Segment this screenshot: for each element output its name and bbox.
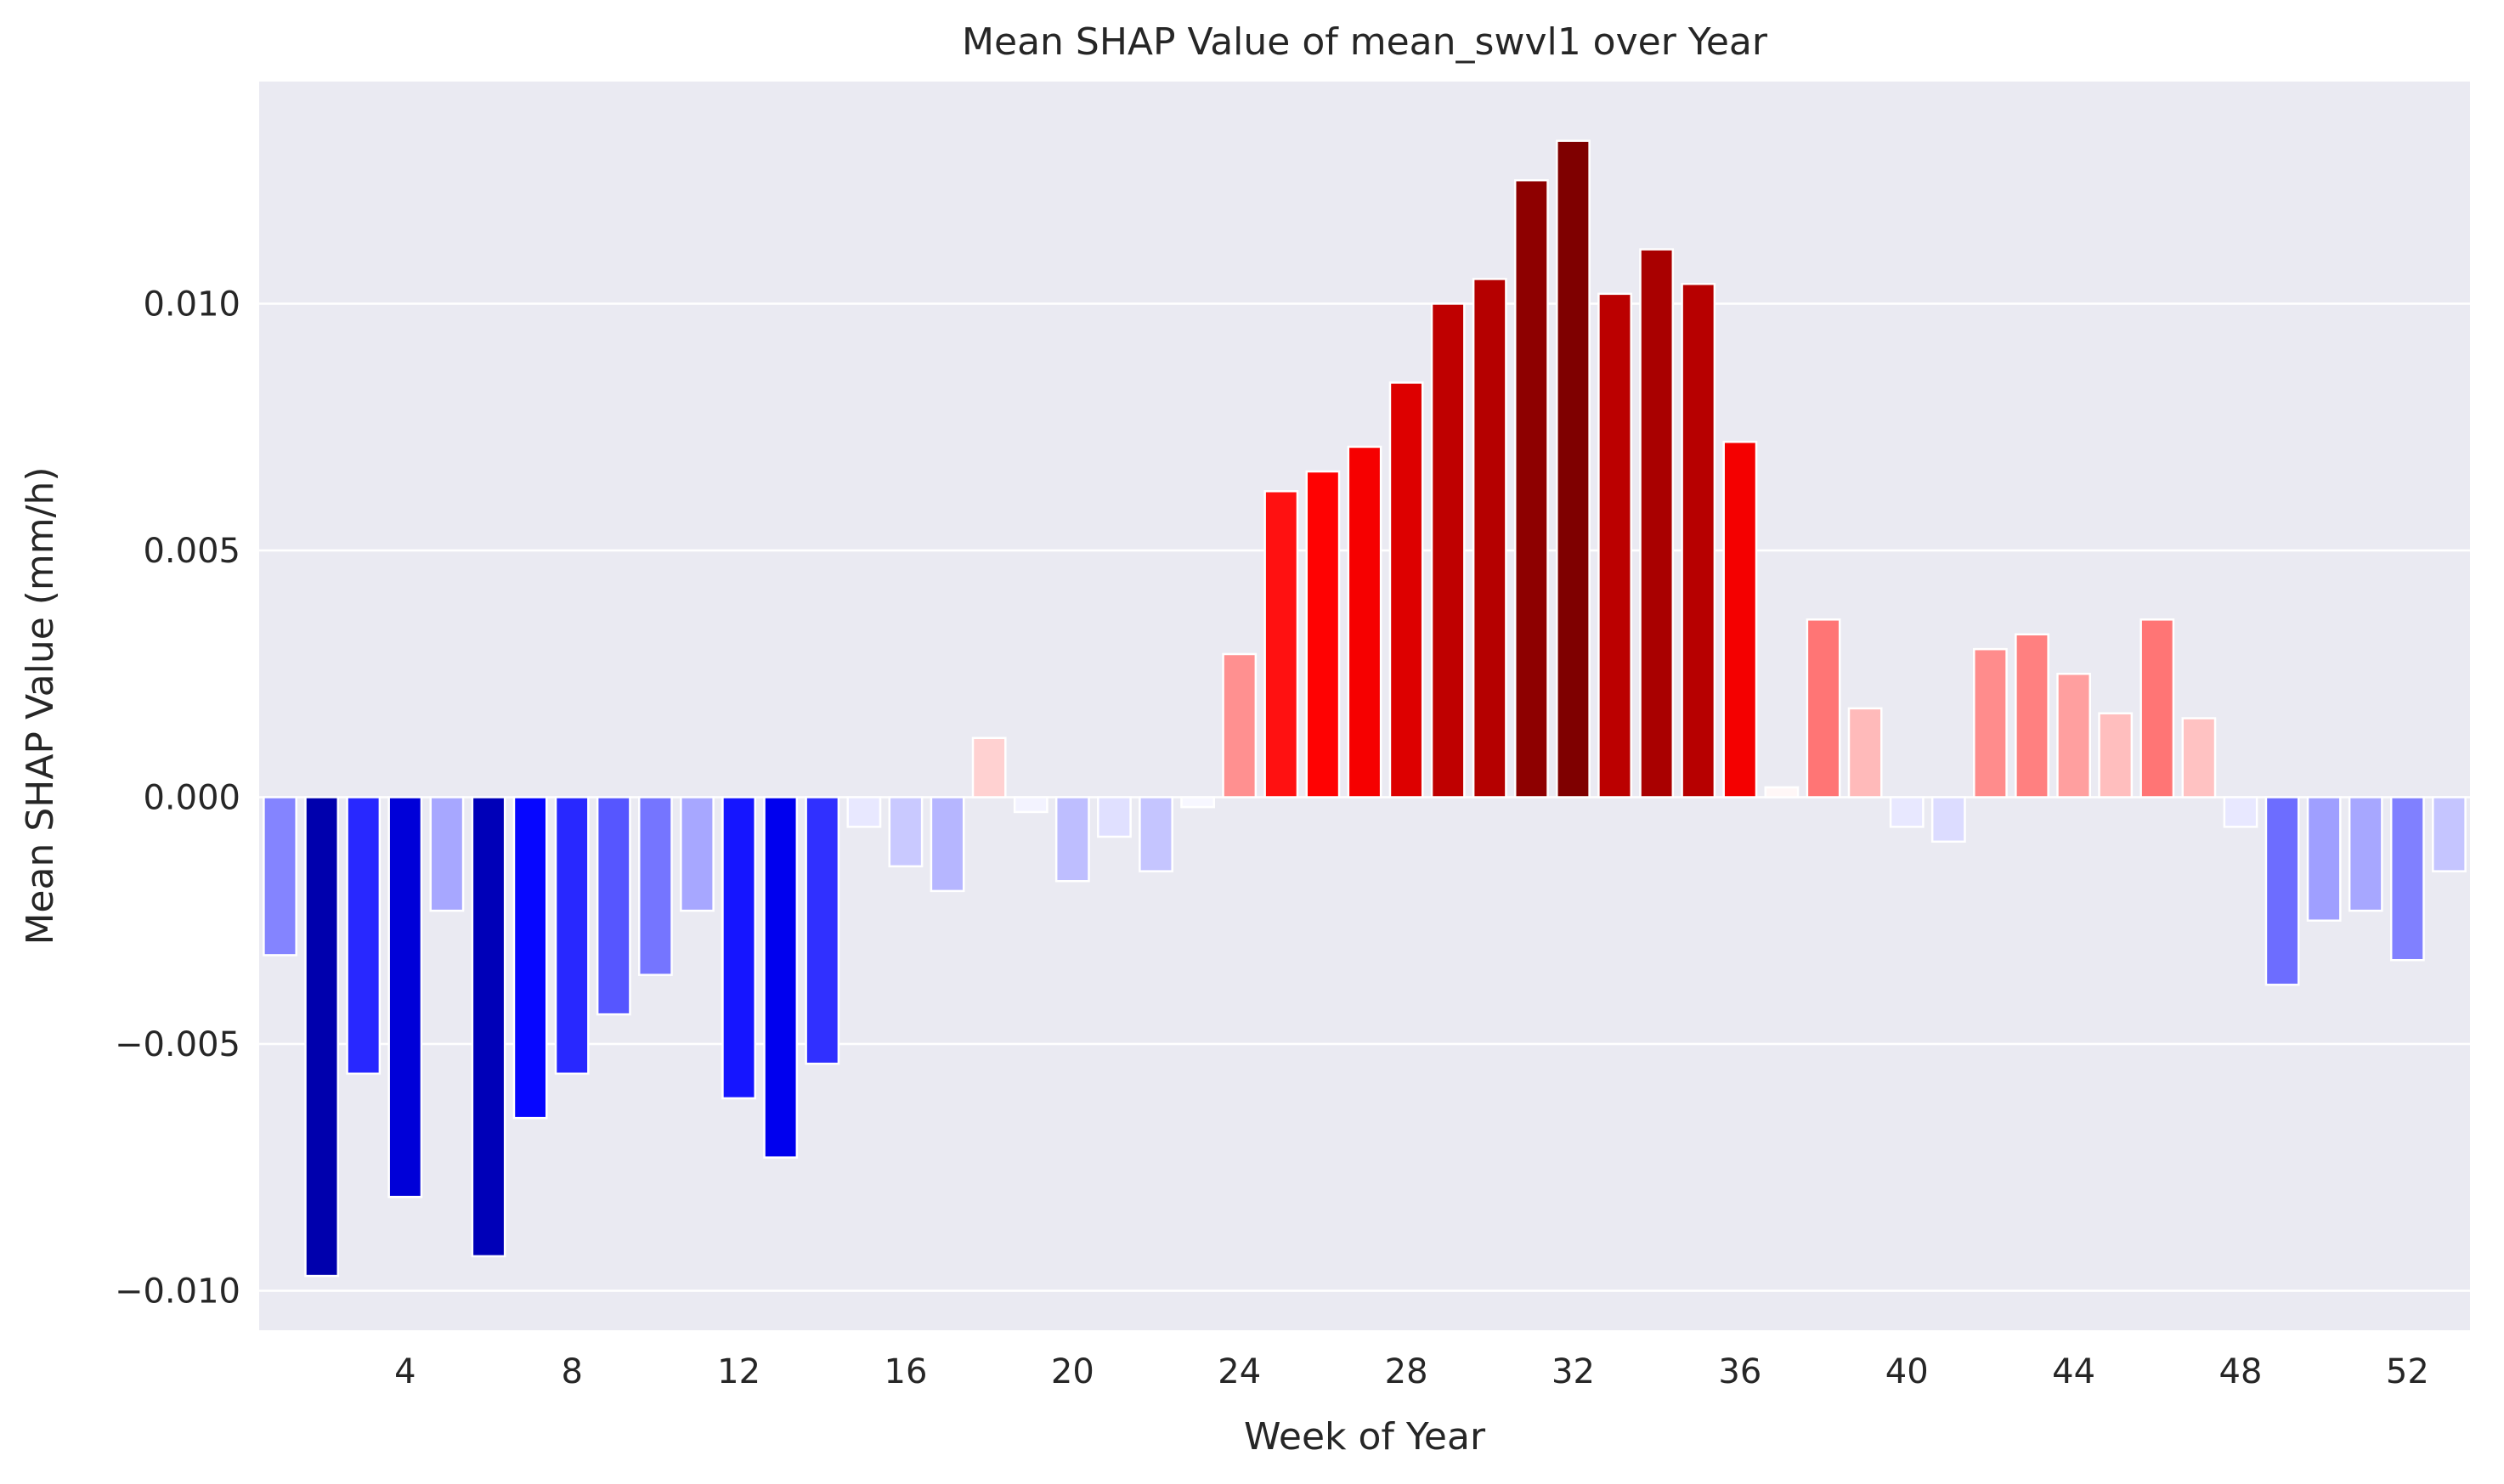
x-axis-label: Week of Year xyxy=(1244,1415,1486,1459)
x-tick-label: 36 xyxy=(1718,1352,1761,1391)
bar-week-40 xyxy=(1889,796,1925,828)
bar-week-3 xyxy=(346,796,382,1075)
bar-week-22 xyxy=(1139,796,1173,872)
bar-week-44 xyxy=(2056,672,2092,798)
x-tick-label: 16 xyxy=(885,1352,928,1391)
x-tick-label: 8 xyxy=(561,1352,582,1391)
bar-week-18 xyxy=(971,736,1007,798)
bar-week-41 xyxy=(1930,796,1966,844)
bar-week-10 xyxy=(637,796,673,976)
x-tick-label: 24 xyxy=(1218,1352,1261,1391)
x-tick-label: 4 xyxy=(394,1352,415,1391)
bar-week-43 xyxy=(2015,633,2049,798)
bar-week-49 xyxy=(2264,796,2300,986)
bar-week-21 xyxy=(1097,796,1132,838)
bar-week-29 xyxy=(1430,302,1466,798)
bar-week-52 xyxy=(2389,796,2425,962)
bar-week-34 xyxy=(1639,248,1675,798)
bar-week-16 xyxy=(888,796,924,868)
y-tick-label: −0.005 xyxy=(115,1025,240,1064)
x-tick-label: 48 xyxy=(2219,1352,2263,1391)
bar-week-2 xyxy=(304,796,340,1278)
bar-week-8 xyxy=(554,796,590,1075)
y-tick-label: −0.010 xyxy=(115,1272,240,1312)
bar-week-13 xyxy=(763,796,799,1159)
bar-week-32 xyxy=(1556,139,1591,798)
x-tick-label: 12 xyxy=(717,1352,760,1391)
x-tick-label: 40 xyxy=(1885,1352,1929,1391)
x-tick-label: 32 xyxy=(1552,1352,1595,1391)
bar-week-35 xyxy=(1681,282,1716,798)
bar-week-12 xyxy=(721,796,756,1100)
bar-week-19 xyxy=(1013,796,1049,814)
y-tick-label: 0.000 xyxy=(143,778,240,817)
bar-week-15 xyxy=(846,796,882,828)
bar-week-37 xyxy=(1764,786,1800,798)
bar-week-25 xyxy=(1263,490,1299,798)
bar-week-42 xyxy=(1973,647,2008,798)
bar-week-33 xyxy=(1597,292,1632,798)
x-tick-label: 20 xyxy=(1051,1352,1094,1391)
bar-week-50 xyxy=(2306,796,2342,922)
x-axis-ticks: 4 8 12 16 20 24 28 32 36 40 44 48 52 xyxy=(394,1352,2429,1391)
bar-week-36 xyxy=(1722,440,1758,798)
bar-week-20 xyxy=(1054,796,1090,883)
y-axis-label: Mean SHAP Value (mm/h) xyxy=(19,466,62,945)
bar-week-11 xyxy=(680,796,715,912)
chart-title: Mean SHAP Value of mean_swvl1 over Year xyxy=(962,20,1768,64)
bar-week-27 xyxy=(1347,445,1382,798)
bar-week-30 xyxy=(1472,278,1507,798)
y-tick-label: 0.010 xyxy=(143,285,240,324)
bar-week-51 xyxy=(2348,796,2383,912)
bar-week-6 xyxy=(471,796,506,1258)
bar-week-28 xyxy=(1388,381,1424,798)
bar-week-31 xyxy=(1513,178,1549,798)
bar-week-38 xyxy=(1806,618,1841,798)
bar-week-53 xyxy=(2432,796,2467,872)
x-tick-label: 44 xyxy=(2052,1352,2095,1391)
y-tick-label: 0.005 xyxy=(143,532,240,571)
x-tick-label: 52 xyxy=(2386,1352,2429,1391)
y-axis-ticks: −0.010 −0.005 0.000 0.005 0.010 xyxy=(115,285,240,1311)
bar-week-23 xyxy=(1180,796,1216,809)
bar-week-1 xyxy=(263,796,297,956)
bar-week-47 xyxy=(2181,717,2217,798)
bar-week-4 xyxy=(387,796,423,1199)
bar-week-26 xyxy=(1305,470,1341,798)
bar-week-46 xyxy=(2139,618,2175,798)
bar-week-9 xyxy=(596,796,631,1016)
bar-week-5 xyxy=(429,796,465,912)
bar-week-48 xyxy=(2223,796,2258,828)
x-tick-label: 28 xyxy=(1385,1352,1428,1391)
bar-week-39 xyxy=(1847,707,1883,798)
bar-week-7 xyxy=(512,796,548,1120)
bar-week-24 xyxy=(1222,652,1258,798)
bars xyxy=(263,139,2467,1278)
bar-week-17 xyxy=(930,796,965,893)
bar-week-14 xyxy=(805,796,840,1065)
bar-week-45 xyxy=(2098,712,2134,798)
